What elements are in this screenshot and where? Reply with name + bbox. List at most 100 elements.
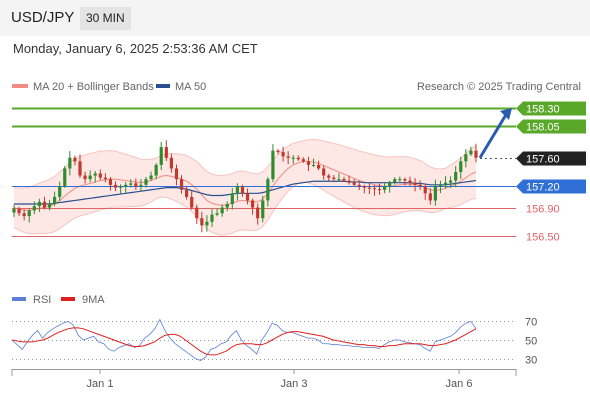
candle-body <box>281 152 285 157</box>
candle-body <box>108 179 113 185</box>
candle-body <box>88 175 92 180</box>
candle-body <box>205 221 209 226</box>
candle-body <box>27 210 31 217</box>
x-tick-label: Jan 3 <box>281 378 308 390</box>
candle-body <box>220 207 224 214</box>
candle-body <box>129 183 133 185</box>
x-tick-label: Jan 6 <box>446 378 473 390</box>
candle-body <box>352 182 356 185</box>
candle-body <box>240 186 245 194</box>
candle-body <box>342 179 346 181</box>
x-tick-label: Jan 1 <box>87 378 114 390</box>
candle-body <box>12 208 16 213</box>
candle-body <box>73 157 77 162</box>
candle-body <box>154 164 158 176</box>
candle-body <box>418 184 422 187</box>
candle-body <box>347 180 351 183</box>
candle-body <box>464 154 468 162</box>
candle-body <box>256 207 260 219</box>
level-label-157.60: 157.60 <box>526 154 560 166</box>
candle-body <box>134 183 138 187</box>
candle-body <box>408 180 412 183</box>
candle-body <box>124 184 128 187</box>
candles-layer <box>12 140 478 233</box>
bb-legend-label: MA 20 + Bollinger Bands <box>33 81 154 93</box>
level-badge-158.30 <box>516 101 586 116</box>
candle-body <box>474 150 478 158</box>
candle-body <box>37 201 41 207</box>
candle-body <box>266 179 270 201</box>
candle-body <box>327 175 331 178</box>
candle-body <box>403 179 407 181</box>
candle-body <box>367 187 371 189</box>
candle-body <box>276 150 280 153</box>
candle-body <box>32 206 36 211</box>
candle-body <box>306 161 311 165</box>
candle-body <box>149 175 153 180</box>
ma9-legend-swatch <box>61 297 75 301</box>
level-label-158.05: 158.05 <box>526 122 560 134</box>
candle-body <box>42 201 47 208</box>
candle-body <box>459 161 463 172</box>
rsi-tick-label-30: 30 <box>525 355 537 367</box>
level-label-156.50: 156.50 <box>526 232 560 244</box>
level-badge-157.20 <box>516 179 586 194</box>
candle-body <box>362 186 366 188</box>
candle-body <box>98 173 102 178</box>
candle-body <box>103 177 107 180</box>
candle-body <box>83 175 87 180</box>
candle-body <box>393 179 397 183</box>
candle-body <box>433 186 437 201</box>
bollinger-lower-line <box>13 181 477 236</box>
candle-body <box>78 161 82 176</box>
ma50-legend-swatch <box>156 84 170 88</box>
candle-body <box>144 179 148 185</box>
timeframe-badge[interactable]: 30 MIN <box>80 7 131 30</box>
candle-body <box>68 157 72 169</box>
candle-body <box>113 184 118 188</box>
candle-body <box>423 186 427 194</box>
candle-body <box>225 204 229 208</box>
ma20-line <box>13 160 477 211</box>
candle-body <box>17 208 21 214</box>
candle-body <box>413 182 417 185</box>
candle-body <box>63 168 67 187</box>
candle-body <box>200 218 204 226</box>
candle-body <box>322 168 326 176</box>
candle-body <box>469 150 473 155</box>
candle-body <box>139 184 143 187</box>
candle-body <box>372 188 377 190</box>
rsi-tick-label-50: 50 <box>525 336 537 348</box>
rsi-ma9-line <box>11 327 477 356</box>
level-label-157.20: 157.20 <box>526 182 560 194</box>
candle-body <box>317 164 321 169</box>
candle-body <box>185 189 189 197</box>
candle-body <box>119 186 123 188</box>
x-ticks-layer: Jan 1 Jan 3 Jan 6 <box>87 369 473 390</box>
candle-body <box>383 186 387 190</box>
ma50-legend-label: MA 50 <box>175 81 206 93</box>
candle-body <box>286 156 290 158</box>
bb-legend-swatch <box>12 84 28 88</box>
credit-label: Research © 2025 Trading Central <box>417 81 581 93</box>
candle-body <box>179 179 184 190</box>
candle-body <box>332 177 336 180</box>
candle-body <box>230 193 234 204</box>
chart-header: USD/JPY 30 MIN <box>0 0 590 36</box>
level-label-156.90: 156.90 <box>526 204 560 216</box>
level-badge-158.05 <box>516 119 586 134</box>
candle-body <box>174 168 179 180</box>
candle-body <box>357 184 361 187</box>
ma50-line <box>14 179 477 205</box>
level-labels-layer: 158.30 158.05 157.60 157.20 156.90 156.50 <box>516 101 586 244</box>
forecast-arrow-head <box>500 108 512 120</box>
candle-body <box>438 184 443 187</box>
forecast-arrow-layer <box>478 108 512 159</box>
bollinger-upper-line <box>13 138 477 189</box>
moving-average-layer <box>13 160 477 211</box>
candle-body <box>93 173 97 176</box>
rsi-layer: 70 50 30 <box>11 317 537 367</box>
candle-body <box>47 204 52 208</box>
candle-body <box>271 150 275 180</box>
